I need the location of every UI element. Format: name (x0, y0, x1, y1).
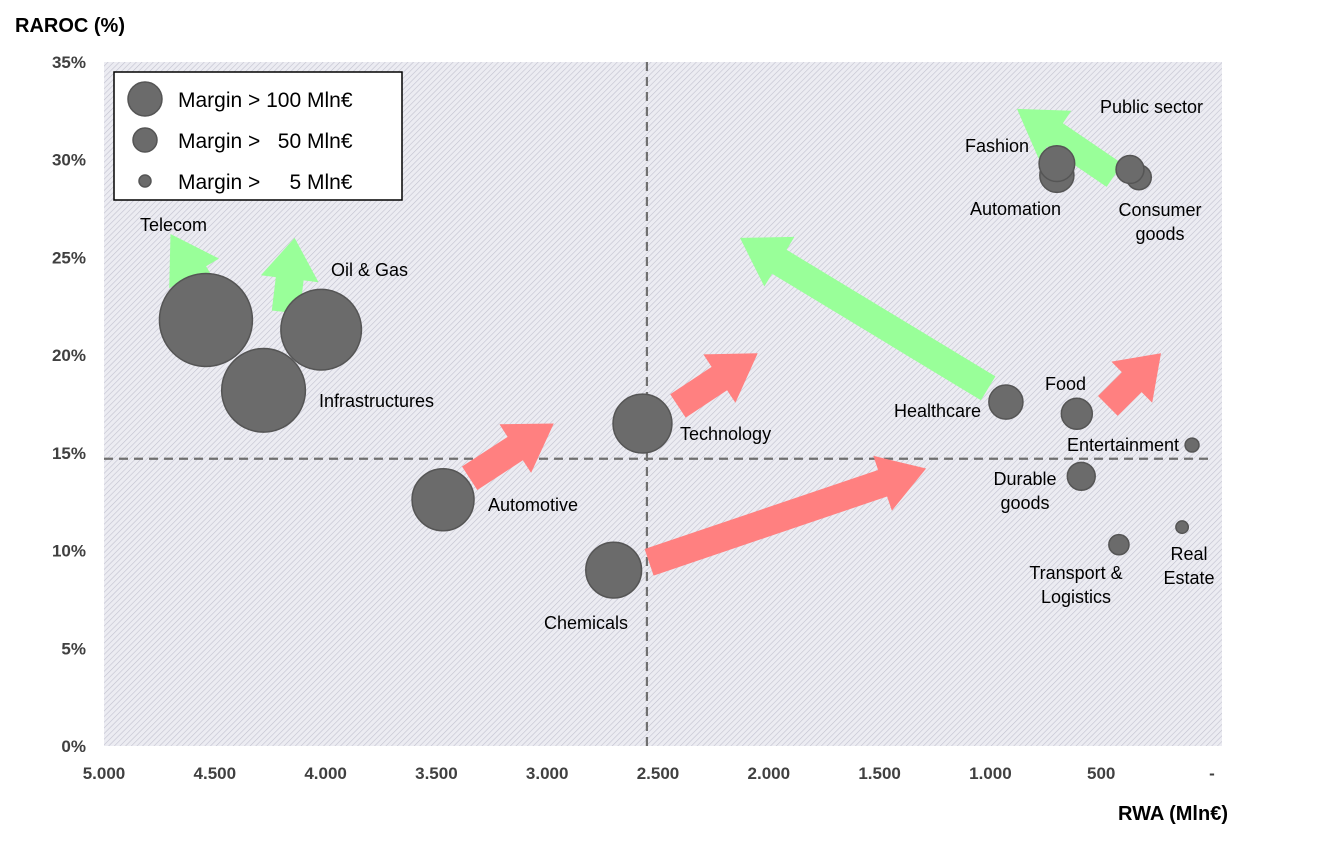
point-label-chemicals: Chemicals (544, 613, 628, 633)
point-label-line: goods (1135, 224, 1184, 244)
x-tick-label: 5.000 (83, 764, 126, 783)
point-label-consumer-goods: Consumer goods (1118, 200, 1201, 244)
point-label-oil-gas: Oil & Gas (331, 260, 408, 280)
red-arrow (670, 353, 758, 418)
point-label-line: Automation (970, 199, 1061, 219)
legend-label: Margin > 100 Mln€ (178, 89, 353, 112)
point-label-line: Public sector (1100, 97, 1203, 117)
point-label-line: Logistics (1041, 587, 1111, 607)
green-arrow (1017, 108, 1123, 187)
bubble-durable-goods (1066, 461, 1096, 492)
y-tick-label: 0% (61, 737, 86, 756)
red-arrow (1098, 353, 1161, 416)
point-label-line: Technology (680, 424, 771, 444)
legend-label: Margin > 5 Mln€ (178, 171, 353, 194)
point-label-healthcare: Healthcare (894, 401, 981, 421)
legend-marker-medium (132, 127, 158, 153)
bubble-oil-gas (280, 288, 363, 371)
bubble-real-estate (1175, 520, 1190, 535)
reference-lines (104, 62, 1212, 746)
point-label-line: Chemicals (544, 613, 628, 633)
bubble-technology (612, 393, 673, 454)
point-label-telecom: Telecom (140, 215, 207, 235)
point-label-line: Food (1045, 374, 1086, 394)
y-tick-label: 25% (52, 248, 86, 267)
x-tick-label: 500 (1087, 764, 1115, 783)
point-label-automation: Automation (970, 199, 1061, 219)
point-label-line: Healthcare (894, 401, 981, 421)
y-tick-label: 15% (52, 444, 86, 463)
point-label-line: Automotive (488, 495, 578, 515)
point-label-line: Oil & Gas (331, 260, 408, 280)
bubble-healthcare (988, 384, 1024, 420)
point-label-line: Consumer (1118, 200, 1201, 220)
y-tick-label: 35% (52, 53, 86, 72)
bubble-transport-logistics (1108, 533, 1130, 556)
x-tick-label: 3.000 (526, 764, 569, 783)
point-label-public-sector: Public sector (1100, 97, 1203, 117)
x-tick-label: - (1209, 764, 1215, 783)
point-label-durable-goods: Durable goods (993, 469, 1056, 513)
x-tick-label: 1.000 (969, 764, 1012, 783)
green-arrow (740, 236, 996, 401)
point-label-transport-logistics: Transport & Logistics (1029, 563, 1122, 607)
point-label-food: Food (1045, 374, 1086, 394)
point-label-line: Real (1170, 544, 1207, 564)
x-tick-label: 4.500 (194, 764, 237, 783)
red-arrow (644, 455, 927, 576)
x-tick-label: 1.500 (858, 764, 901, 783)
legend: Margin > 100 Mln€ Margin > 50 Mln€ Margin … (113, 71, 403, 201)
x-tick-label: 2.000 (748, 764, 791, 783)
green-arrow (260, 237, 319, 314)
x-axis-ticks: 5.000 4.500 4.000 3.500 3.000 2.500 2.000 1.500… (83, 764, 1215, 783)
y-tick-label: 30% (52, 151, 86, 170)
y-tick-label: 20% (52, 346, 86, 365)
point-label-line: Fashion (965, 136, 1029, 156)
legend-box (113, 71, 403, 201)
y-axis-ticks: 0% 5% 10% 15% 20% 25% 30% 35% (52, 53, 86, 756)
point-label-line: Transport & (1029, 563, 1122, 583)
point-label-line: Entertainment (1067, 435, 1179, 455)
point-label-line: goods (1000, 493, 1049, 513)
bubble-food (1060, 397, 1094, 431)
bubble-entertainment (1184, 437, 1200, 453)
point-label-real-estate: Real Estate (1163, 544, 1214, 588)
x-tick-label: 2.500 (637, 764, 680, 783)
x-axis-title: RWA (Mln€) (1118, 803, 1228, 825)
bubble-automotive (411, 468, 475, 532)
y-axis-title: RAROC (%) (15, 15, 125, 37)
bubble-public-sector (1115, 154, 1145, 185)
x-tick-label: 3.500 (415, 764, 458, 783)
legend-marker-large (127, 81, 163, 117)
bubble-chemicals (585, 541, 643, 599)
point-label-line: Infrastructures (319, 391, 434, 411)
bubble-fashion (1038, 145, 1076, 183)
point-labels: Telecom Oil & Gas Infrastructures Automotiv… (140, 97, 1215, 633)
point-label-infrastructures: Infrastructures (319, 391, 434, 411)
bubble-series (158, 145, 1200, 599)
red-arrow (462, 423, 554, 490)
point-label-entertainment: Entertainment (1067, 435, 1179, 455)
point-label-line: Durable (993, 469, 1056, 489)
legend-label: Margin > 50 Mln€ (178, 130, 353, 153)
point-label-line: Estate (1163, 568, 1214, 588)
y-tick-label: 10% (52, 542, 86, 561)
point-label-automotive: Automotive (488, 495, 578, 515)
y-tick-label: 5% (61, 639, 86, 658)
point-label-line: Telecom (140, 215, 207, 235)
point-label-technology: Technology (680, 424, 771, 444)
point-label-fashion: Fashion (965, 136, 1029, 156)
x-tick-label: 4.000 (304, 764, 347, 783)
legend-marker-small (138, 174, 152, 188)
bubble-telecom (158, 272, 254, 368)
bubble-infrastructures (220, 347, 307, 433)
